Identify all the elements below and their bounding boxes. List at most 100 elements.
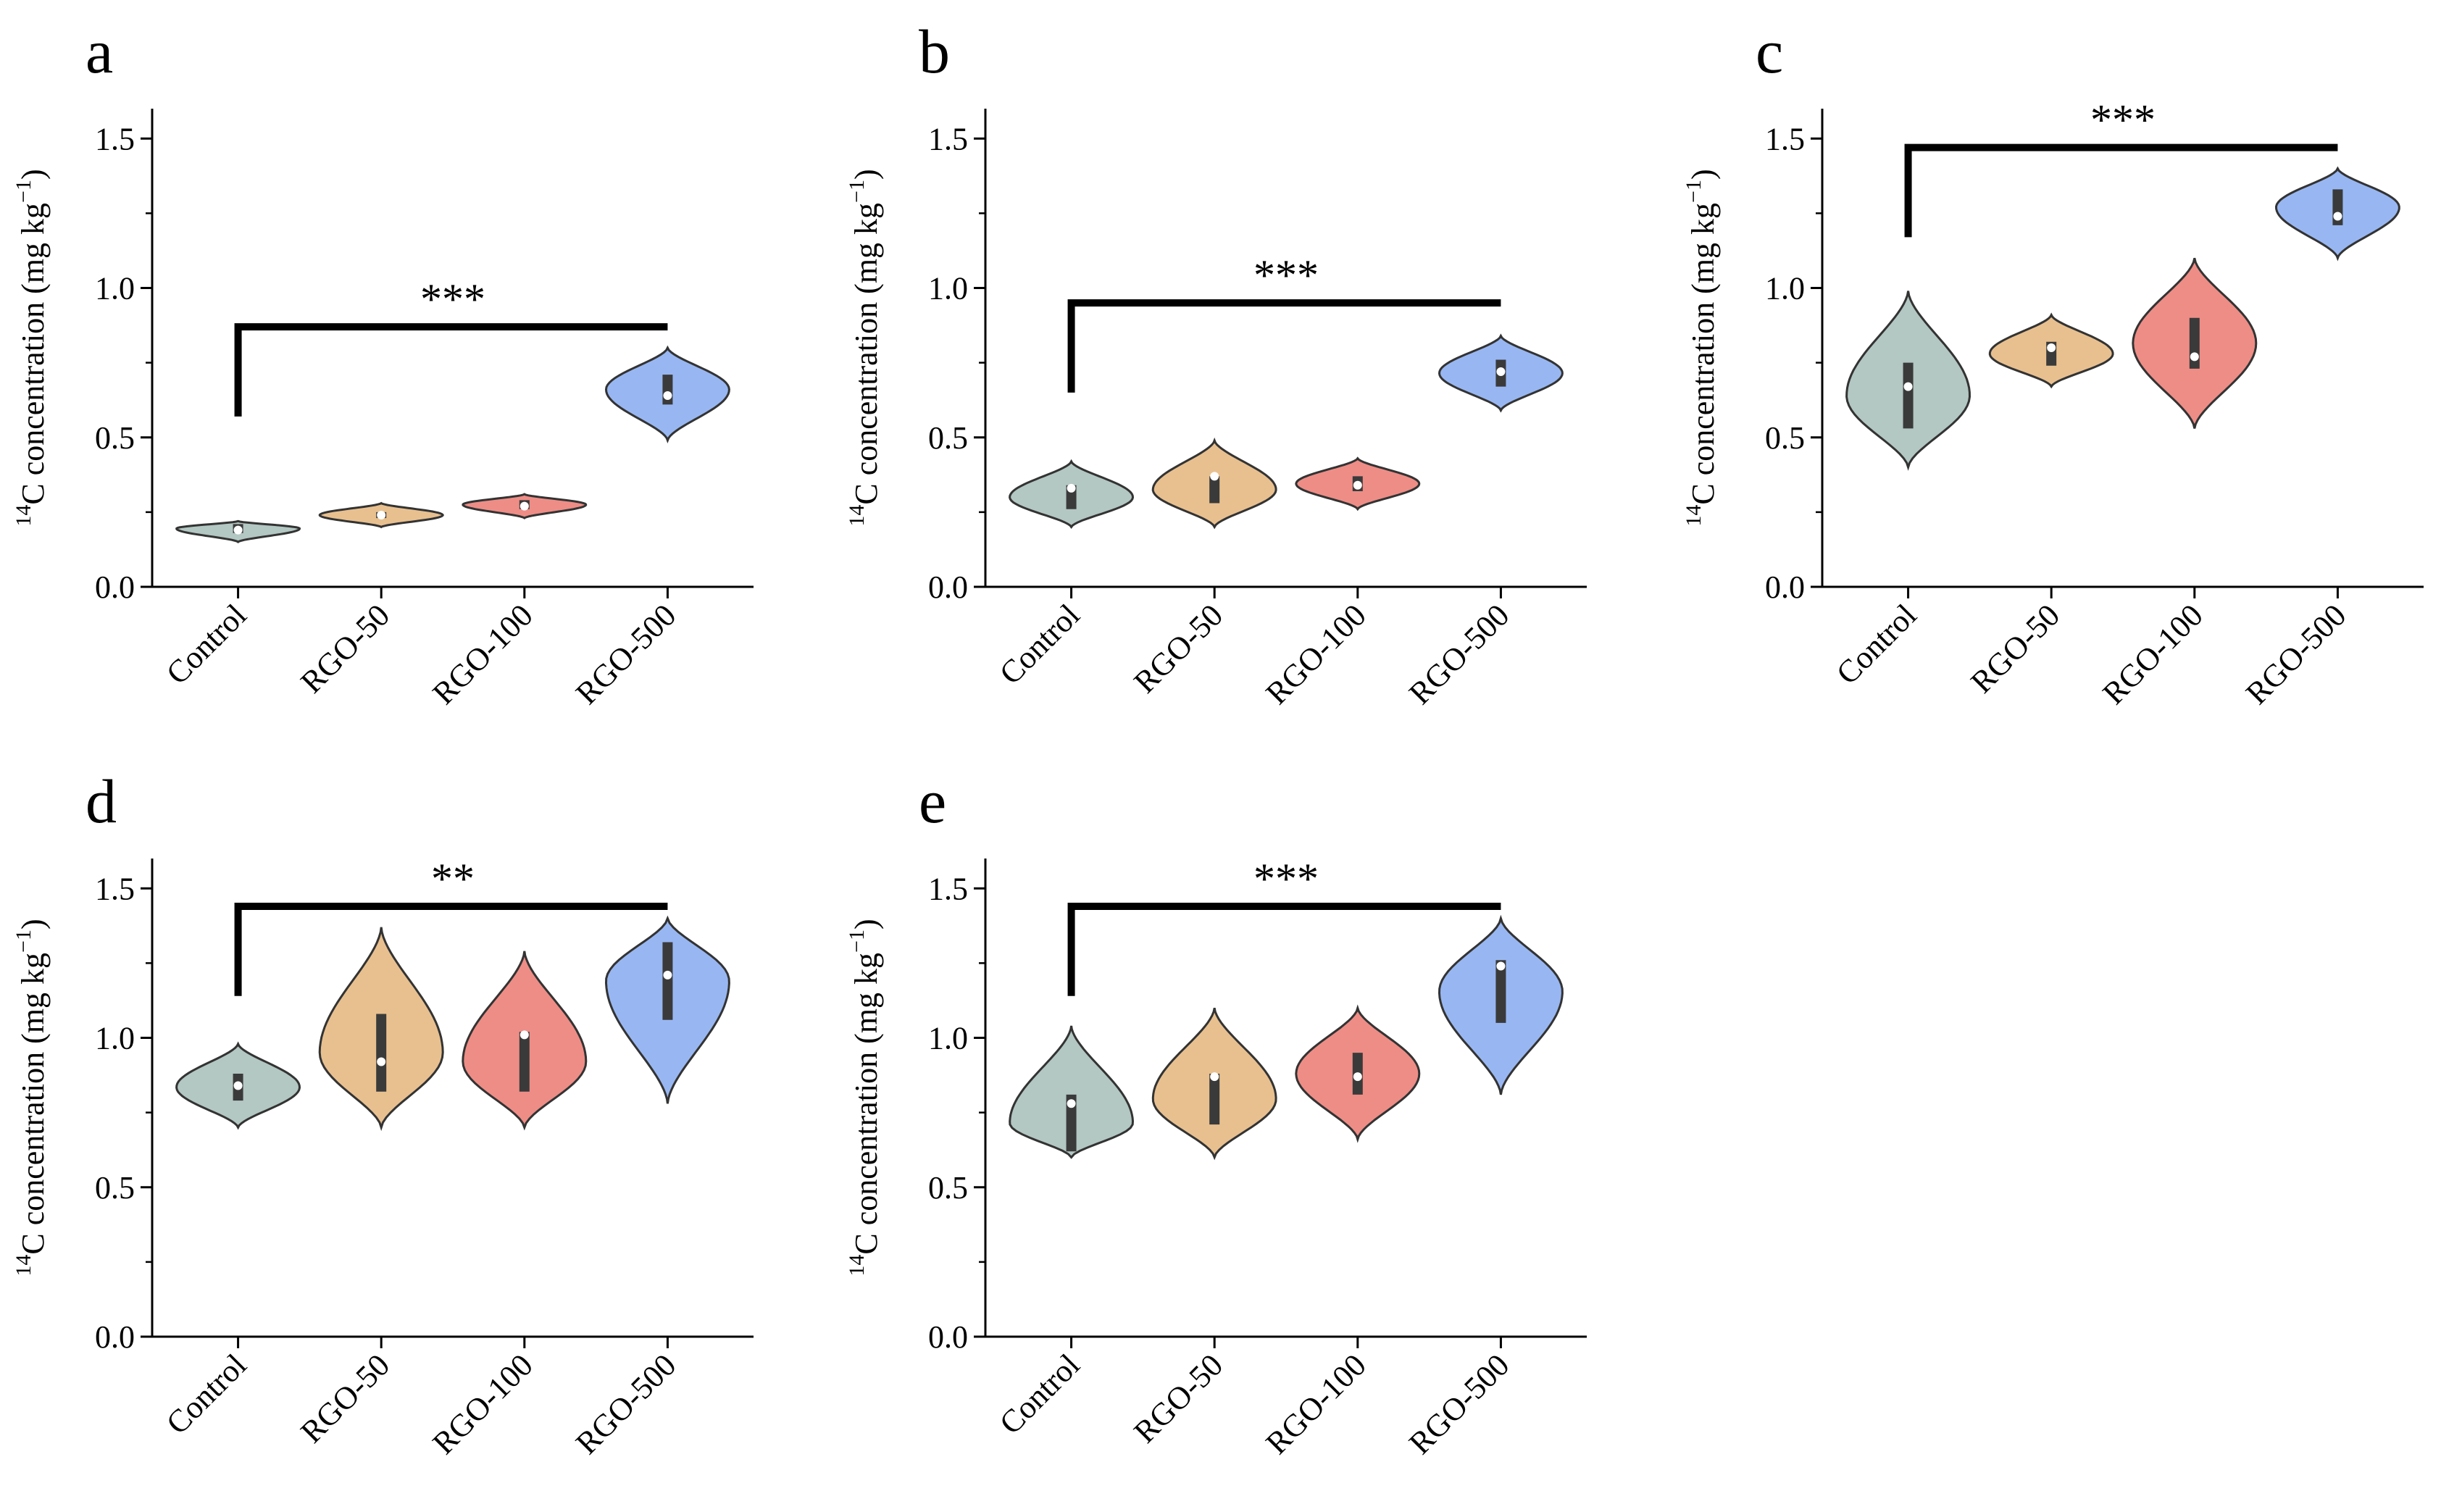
significance-label: *** [420, 275, 485, 323]
y-tick-label: 1.5 [95, 871, 135, 906]
median-marker [1210, 472, 1219, 481]
y-axis-label: 14C concentration (mg kg−1) [1682, 169, 1721, 526]
panel-b: b 0.0 0.5 1.0 1.5 14C concentration (mg kg−1)… [845, 17, 1587, 711]
y-tick-label: 1.0 [1765, 271, 1805, 306]
y-tick-label: 1.5 [928, 871, 968, 906]
iqr-box [1066, 1094, 1077, 1152]
x-category-label: RGO-50 [1127, 597, 1230, 700]
ylabel-main: C concentration (mg kg [848, 953, 884, 1255]
y-tick-label: 0.0 [95, 569, 135, 605]
median-marker [2190, 352, 2199, 362]
median-marker [1496, 367, 1506, 376]
median-marker [520, 1030, 529, 1040]
x-category-label: RGO-100 [2096, 597, 2210, 711]
x-category-label: RGO-50 [293, 597, 396, 700]
x-category-label: Control [159, 597, 254, 691]
median-marker [233, 525, 243, 535]
iqr-box [662, 375, 673, 405]
ylabel-close: ) [1685, 169, 1721, 180]
y-tick-label: 1.5 [95, 121, 135, 156]
panel-c: c 0.0 0.5 1.0 1.5 14C concentration (mg kg−1)… [1682, 17, 2424, 711]
ylabel-main: C concentration (mg kg [15, 953, 51, 1255]
y-tick-label: 0.0 [928, 1319, 968, 1355]
y-tick-label: 0.5 [928, 1170, 968, 1206]
ylabel-exponent: −1 [845, 930, 869, 953]
x-category-label: RGO-50 [1127, 1347, 1230, 1450]
iqr-box [1209, 1074, 1220, 1125]
ylabel-main: C concentration (mg kg [1685, 203, 1721, 505]
median-marker [1353, 1072, 1362, 1082]
significance-label: *** [1253, 251, 1319, 299]
y-tick-label: 1.5 [928, 121, 968, 156]
y-tick-label: 0.5 [95, 1170, 135, 1206]
iqr-box [376, 1014, 387, 1092]
x-category-label: RGO-100 [426, 1347, 540, 1461]
x-category-label: RGO-100 [426, 597, 540, 711]
significance-bracket [234, 323, 668, 417]
panel-a: a 0.0 0.5 1.0 1.5 14C concentration (mg kg−1)… [12, 17, 754, 711]
panel-letter: a [85, 17, 113, 86]
significance-label: *** [2090, 96, 2156, 144]
x-category-label: RGO-500 [569, 1347, 683, 1461]
panel-letter: c [1756, 17, 1783, 86]
y-axis-label: 14C concentration (mg kg−1) [12, 919, 51, 1276]
y-tick-label: 1.5 [1765, 121, 1805, 156]
panel-letter: b [919, 17, 950, 86]
x-category-label: RGO-500 [1402, 597, 1516, 711]
y-tick-label: 0.0 [95, 1319, 135, 1355]
ylabel-close: ) [848, 169, 884, 180]
ylabel-close: ) [848, 919, 884, 930]
significance-bracket [234, 903, 668, 996]
x-category-label: RGO-500 [1402, 1347, 1516, 1461]
median-marker [377, 511, 386, 519]
x-category-label: Control [159, 1347, 254, 1441]
ylabel-main: C concentration (mg kg [848, 203, 884, 505]
median-marker [1067, 1099, 1076, 1108]
iqr-box [1495, 960, 1506, 1023]
violin-control [1009, 1025, 1135, 1159]
y-tick-label: 0.5 [95, 420, 135, 456]
y-tick-label: 1.0 [928, 1021, 968, 1056]
panel-letter: d [85, 767, 117, 836]
x-category-label: RGO-50 [1964, 597, 2066, 700]
median-marker [233, 1081, 243, 1090]
x-category-label: RGO-500 [2239, 597, 2353, 711]
y-tick-label: 0.5 [928, 420, 968, 456]
y-tick-label: 1.0 [928, 271, 968, 306]
ylabel-superscript: 14 [1682, 505, 1706, 527]
ylabel-exponent: −1 [12, 930, 36, 953]
median-marker [1496, 961, 1506, 971]
x-category-label: RGO-100 [1259, 597, 1373, 711]
y-axis-label: 14C concentration (mg kg−1) [845, 919, 884, 1276]
median-marker [663, 970, 672, 980]
y-tick-label: 1.0 [95, 271, 135, 306]
ylabel-close: ) [15, 919, 51, 930]
x-category-label: RGO-500 [569, 597, 683, 711]
median-marker [2333, 212, 2342, 221]
iqr-box [519, 1032, 530, 1092]
y-axis-label: 14C concentration (mg kg−1) [12, 169, 51, 526]
panel-d: d 0.0 0.5 1.0 1.5 14C concentration (mg kg−1)… [12, 767, 754, 1461]
y-tick-label: 0.0 [1765, 569, 1805, 605]
median-marker [663, 391, 672, 400]
median-marker [1903, 382, 1913, 391]
y-tick-label: 0.5 [1765, 420, 1805, 456]
ylabel-exponent: −1 [1682, 180, 1706, 203]
panel-e: e 0.0 0.5 1.0 1.5 14C concentration (mg kg−1)… [845, 767, 1587, 1461]
significance-bracket [1067, 299, 1501, 393]
y-tick-label: 0.0 [928, 569, 968, 605]
ylabel-superscript: 14 [845, 1255, 869, 1277]
median-marker [1067, 483, 1076, 493]
median-marker [1353, 480, 1362, 490]
significance-bracket [1067, 903, 1501, 996]
x-category-label: Control [993, 597, 1087, 691]
ylabel-exponent: −1 [12, 180, 36, 203]
x-category-label: RGO-50 [293, 1347, 396, 1450]
ylabel-superscript: 14 [845, 505, 869, 527]
y-axis-label: 14C concentration (mg kg−1) [845, 169, 884, 526]
median-marker [2047, 343, 2056, 352]
significance-bracket [1904, 143, 2338, 238]
ylabel-main: C concentration (mg kg [15, 203, 51, 505]
ylabel-close: ) [15, 169, 51, 180]
